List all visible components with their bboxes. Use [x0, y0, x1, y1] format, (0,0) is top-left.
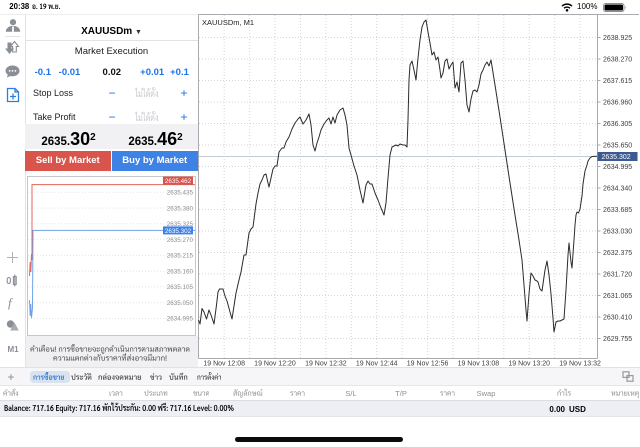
svg-text:2635.105: 2635.105 — [167, 284, 194, 291]
svg-text:2636.305: 2636.305 — [603, 121, 632, 128]
svg-text:19 Nov 12:56: 19 Nov 12:56 — [407, 361, 449, 368]
svg-text:2634.995: 2634.995 — [603, 164, 632, 171]
svg-text:2635.435: 2635.435 — [167, 190, 194, 197]
svg-text:2635.325: 2635.325 — [167, 221, 194, 228]
svg-text:19 Nov 12:08: 19 Nov 12:08 — [203, 361, 245, 368]
svg-text:2636.960: 2636.960 — [603, 100, 632, 107]
svg-text:2635.462: 2635.462 — [165, 178, 192, 185]
svg-text:2635.302: 2635.302 — [165, 228, 192, 235]
svg-text:2630.410: 2630.410 — [603, 315, 632, 322]
svg-text:2629.755: 2629.755 — [603, 336, 632, 343]
svg-text:2635.160: 2635.160 — [167, 268, 194, 275]
svg-text:2638.270: 2638.270 — [603, 57, 632, 64]
svg-text:2634.995: 2634.995 — [167, 316, 194, 323]
svg-text:19 Nov 13:32: 19 Nov 13:32 — [559, 361, 601, 368]
svg-text:19 Nov 13:08: 19 Nov 13:08 — [458, 361, 500, 368]
svg-text:2634.340: 2634.340 — [603, 186, 632, 193]
svg-text:2633.685: 2633.685 — [603, 207, 632, 214]
svg-text:2635.270: 2635.270 — [167, 237, 194, 244]
svg-text:2638.925: 2638.925 — [603, 35, 632, 42]
svg-text:19 Nov 12:32: 19 Nov 12:32 — [305, 361, 347, 368]
svg-text:2635.380: 2635.380 — [167, 205, 194, 212]
svg-text:19 Nov 12:44: 19 Nov 12:44 — [356, 361, 398, 368]
svg-text:2635.302: 2635.302 — [602, 154, 631, 161]
svg-text:2631.720: 2631.720 — [603, 272, 632, 279]
svg-text:2632.375: 2632.375 — [603, 250, 632, 257]
svg-text:2637.615: 2637.615 — [603, 78, 632, 85]
svg-text:2635.215: 2635.215 — [167, 253, 194, 260]
svg-text:19 Nov 13:20: 19 Nov 13:20 — [508, 361, 550, 368]
svg-text:19 Nov 12:20: 19 Nov 12:20 — [254, 361, 296, 368]
svg-text:2635.650: 2635.650 — [603, 143, 632, 150]
svg-text:2631.065: 2631.065 — [603, 293, 632, 300]
svg-text:2633.030: 2633.030 — [603, 229, 632, 236]
svg-text:2635.050: 2635.050 — [167, 300, 194, 307]
svg-text:XAUUSDm, M1: XAUUSDm, M1 — [202, 18, 254, 27]
